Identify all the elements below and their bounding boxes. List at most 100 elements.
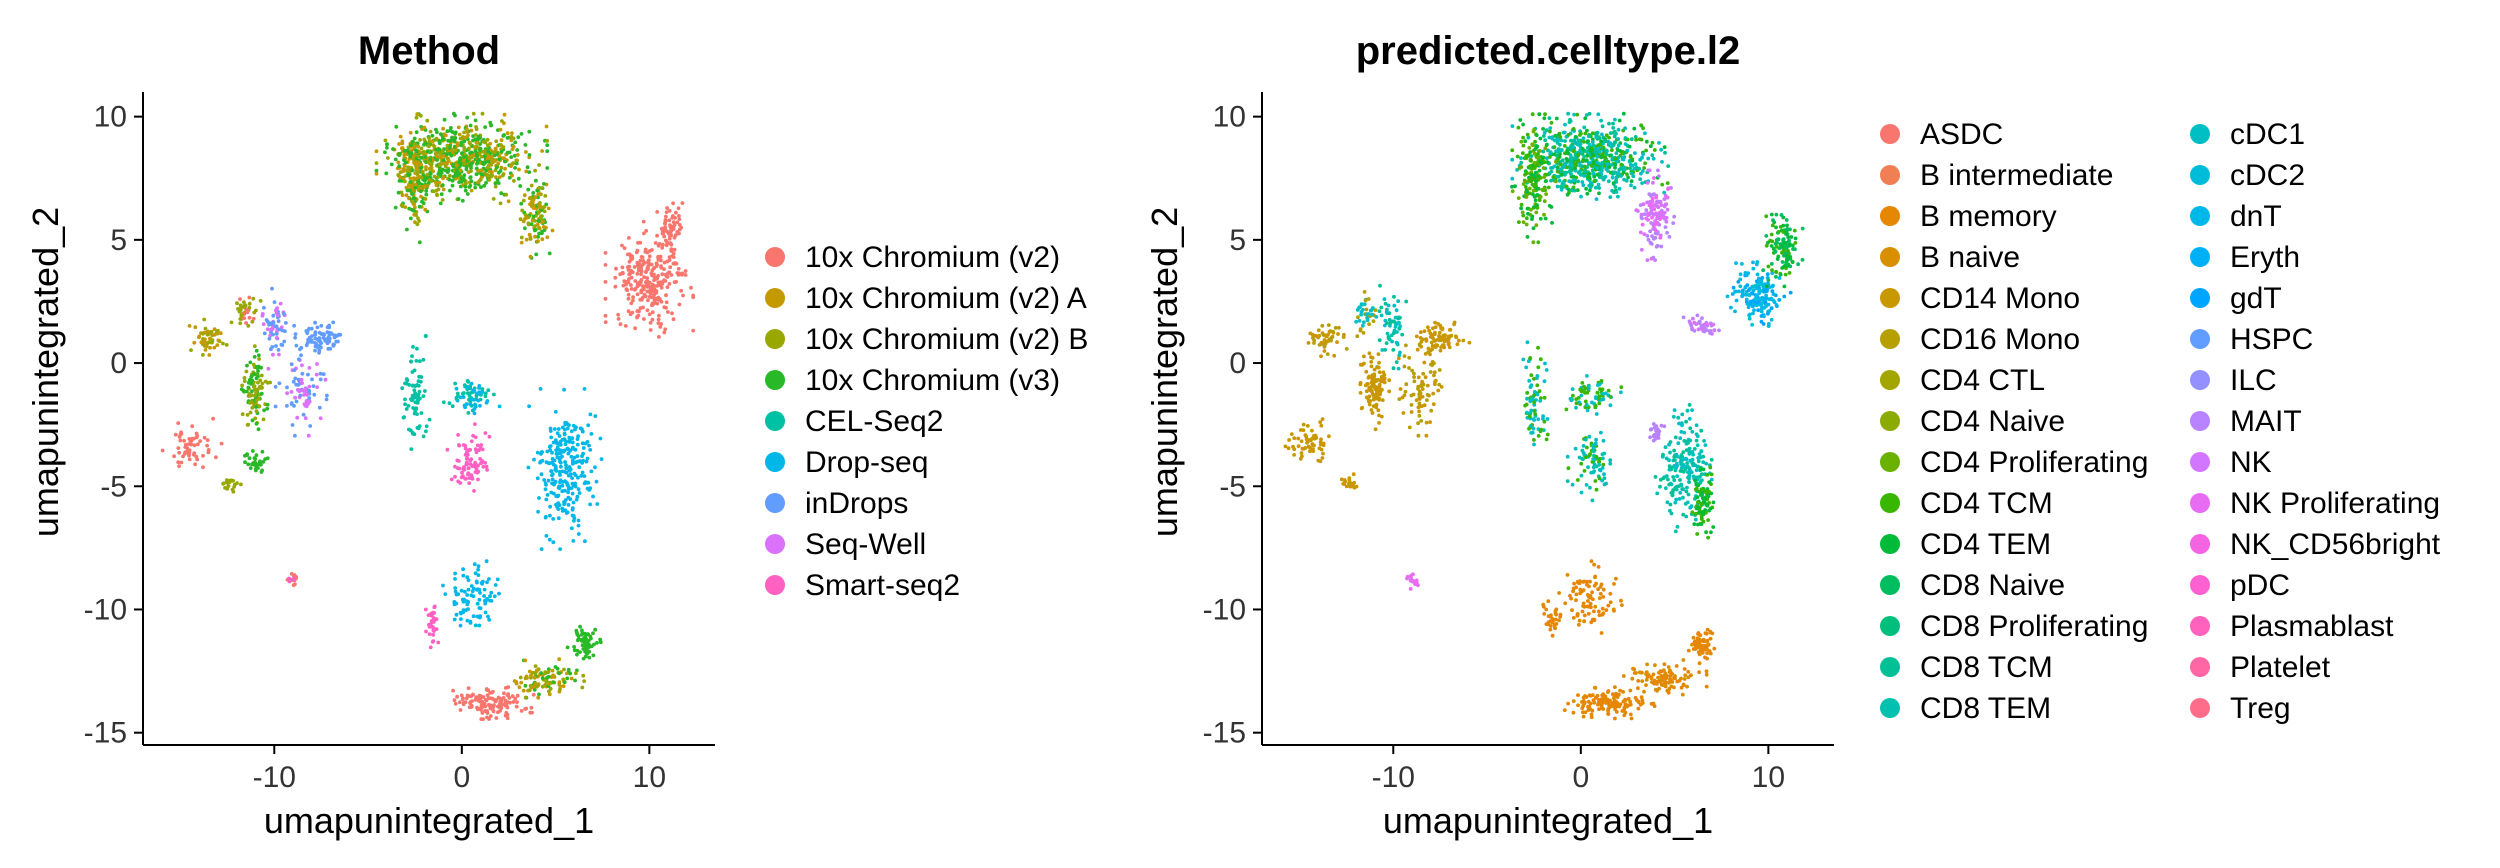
data-point [475, 443, 480, 448]
data-point [1543, 138, 1548, 143]
data-point [664, 274, 669, 279]
data-point [1354, 319, 1358, 324]
data-point [1524, 216, 1529, 221]
data-point [407, 427, 411, 432]
data-point [414, 149, 419, 154]
data-point [480, 699, 484, 704]
data-point [480, 447, 485, 452]
data-point [544, 124, 549, 129]
data-point [478, 591, 482, 595]
data-point [478, 614, 483, 619]
data-point [552, 458, 557, 463]
data-point [1685, 461, 1689, 465]
data-point [511, 700, 516, 704]
data-point [1580, 448, 1585, 453]
data-point [1298, 428, 1303, 432]
data-point [493, 159, 497, 163]
data-point [1510, 148, 1515, 153]
data-point [1527, 146, 1532, 150]
data-point [514, 704, 519, 709]
data-point [214, 455, 218, 460]
data-point [1570, 397, 1574, 402]
data-point [1646, 213, 1650, 218]
data-point [1754, 285, 1759, 290]
data-point [528, 202, 532, 207]
data-point [238, 321, 243, 326]
data-point [447, 177, 452, 182]
data-point [1377, 309, 1382, 314]
data-point [443, 133, 448, 138]
data-point [1362, 361, 1366, 366]
data-point [553, 409, 558, 414]
data-point [545, 143, 550, 148]
data-point [456, 197, 461, 201]
data-point [1530, 430, 1535, 435]
data-point [1525, 391, 1530, 395]
data-point [188, 440, 193, 444]
data-point [537, 231, 541, 236]
data-point [1640, 247, 1644, 252]
data-point [1310, 428, 1314, 433]
data-point [468, 142, 473, 146]
data-point [1373, 427, 1378, 432]
data-point [1608, 142, 1612, 147]
data-point [662, 330, 667, 335]
data-point [1665, 230, 1669, 235]
data-point [400, 139, 405, 144]
data-point [262, 408, 266, 413]
data-point [469, 150, 474, 155]
data-point [581, 446, 586, 450]
data-point [1378, 388, 1383, 393]
data-point [662, 234, 667, 239]
data-point [1542, 379, 1547, 384]
data-point [581, 673, 586, 678]
data-point [245, 413, 250, 417]
data-point [548, 444, 553, 448]
data-point [1693, 517, 1698, 522]
data-point [1584, 186, 1588, 191]
data-point [1411, 392, 1416, 397]
data-point [464, 696, 469, 701]
data-point [1583, 116, 1588, 121]
data-point [400, 386, 405, 391]
data-point [1367, 351, 1372, 356]
data-point [1575, 112, 1580, 117]
data-point [1780, 260, 1785, 264]
data-point [245, 308, 249, 313]
data-point [314, 372, 319, 377]
data-point [453, 586, 458, 590]
legend-label: 10x Chromium (v2) A [805, 282, 1087, 315]
data-point [473, 182, 478, 186]
data-point [1579, 473, 1584, 478]
data-point [499, 191, 504, 196]
data-point [416, 170, 421, 175]
data-point [412, 189, 417, 194]
data-point [469, 703, 474, 708]
data-point [1573, 446, 1578, 451]
data-point [462, 161, 467, 166]
data-point [1535, 383, 1540, 388]
data-point [1599, 430, 1603, 435]
data-point [336, 339, 340, 344]
data-point [402, 158, 406, 163]
data-point [557, 434, 562, 438]
data-point [1409, 403, 1414, 407]
data-point [620, 265, 625, 270]
data-point [549, 435, 554, 440]
data-point [279, 325, 284, 330]
data-point [543, 487, 548, 492]
data-point [1690, 326, 1694, 330]
data-point [458, 708, 463, 712]
data-point [469, 593, 474, 598]
data-point [474, 137, 479, 142]
data-point [1647, 192, 1652, 197]
data-point [1694, 423, 1699, 428]
data-point [419, 194, 423, 199]
data-point [1391, 366, 1396, 371]
data-point [1659, 147, 1663, 152]
data-point [565, 510, 570, 515]
data-point [1554, 159, 1558, 164]
data-point [251, 316, 256, 321]
data-point [603, 320, 608, 324]
data-point [1654, 222, 1658, 227]
